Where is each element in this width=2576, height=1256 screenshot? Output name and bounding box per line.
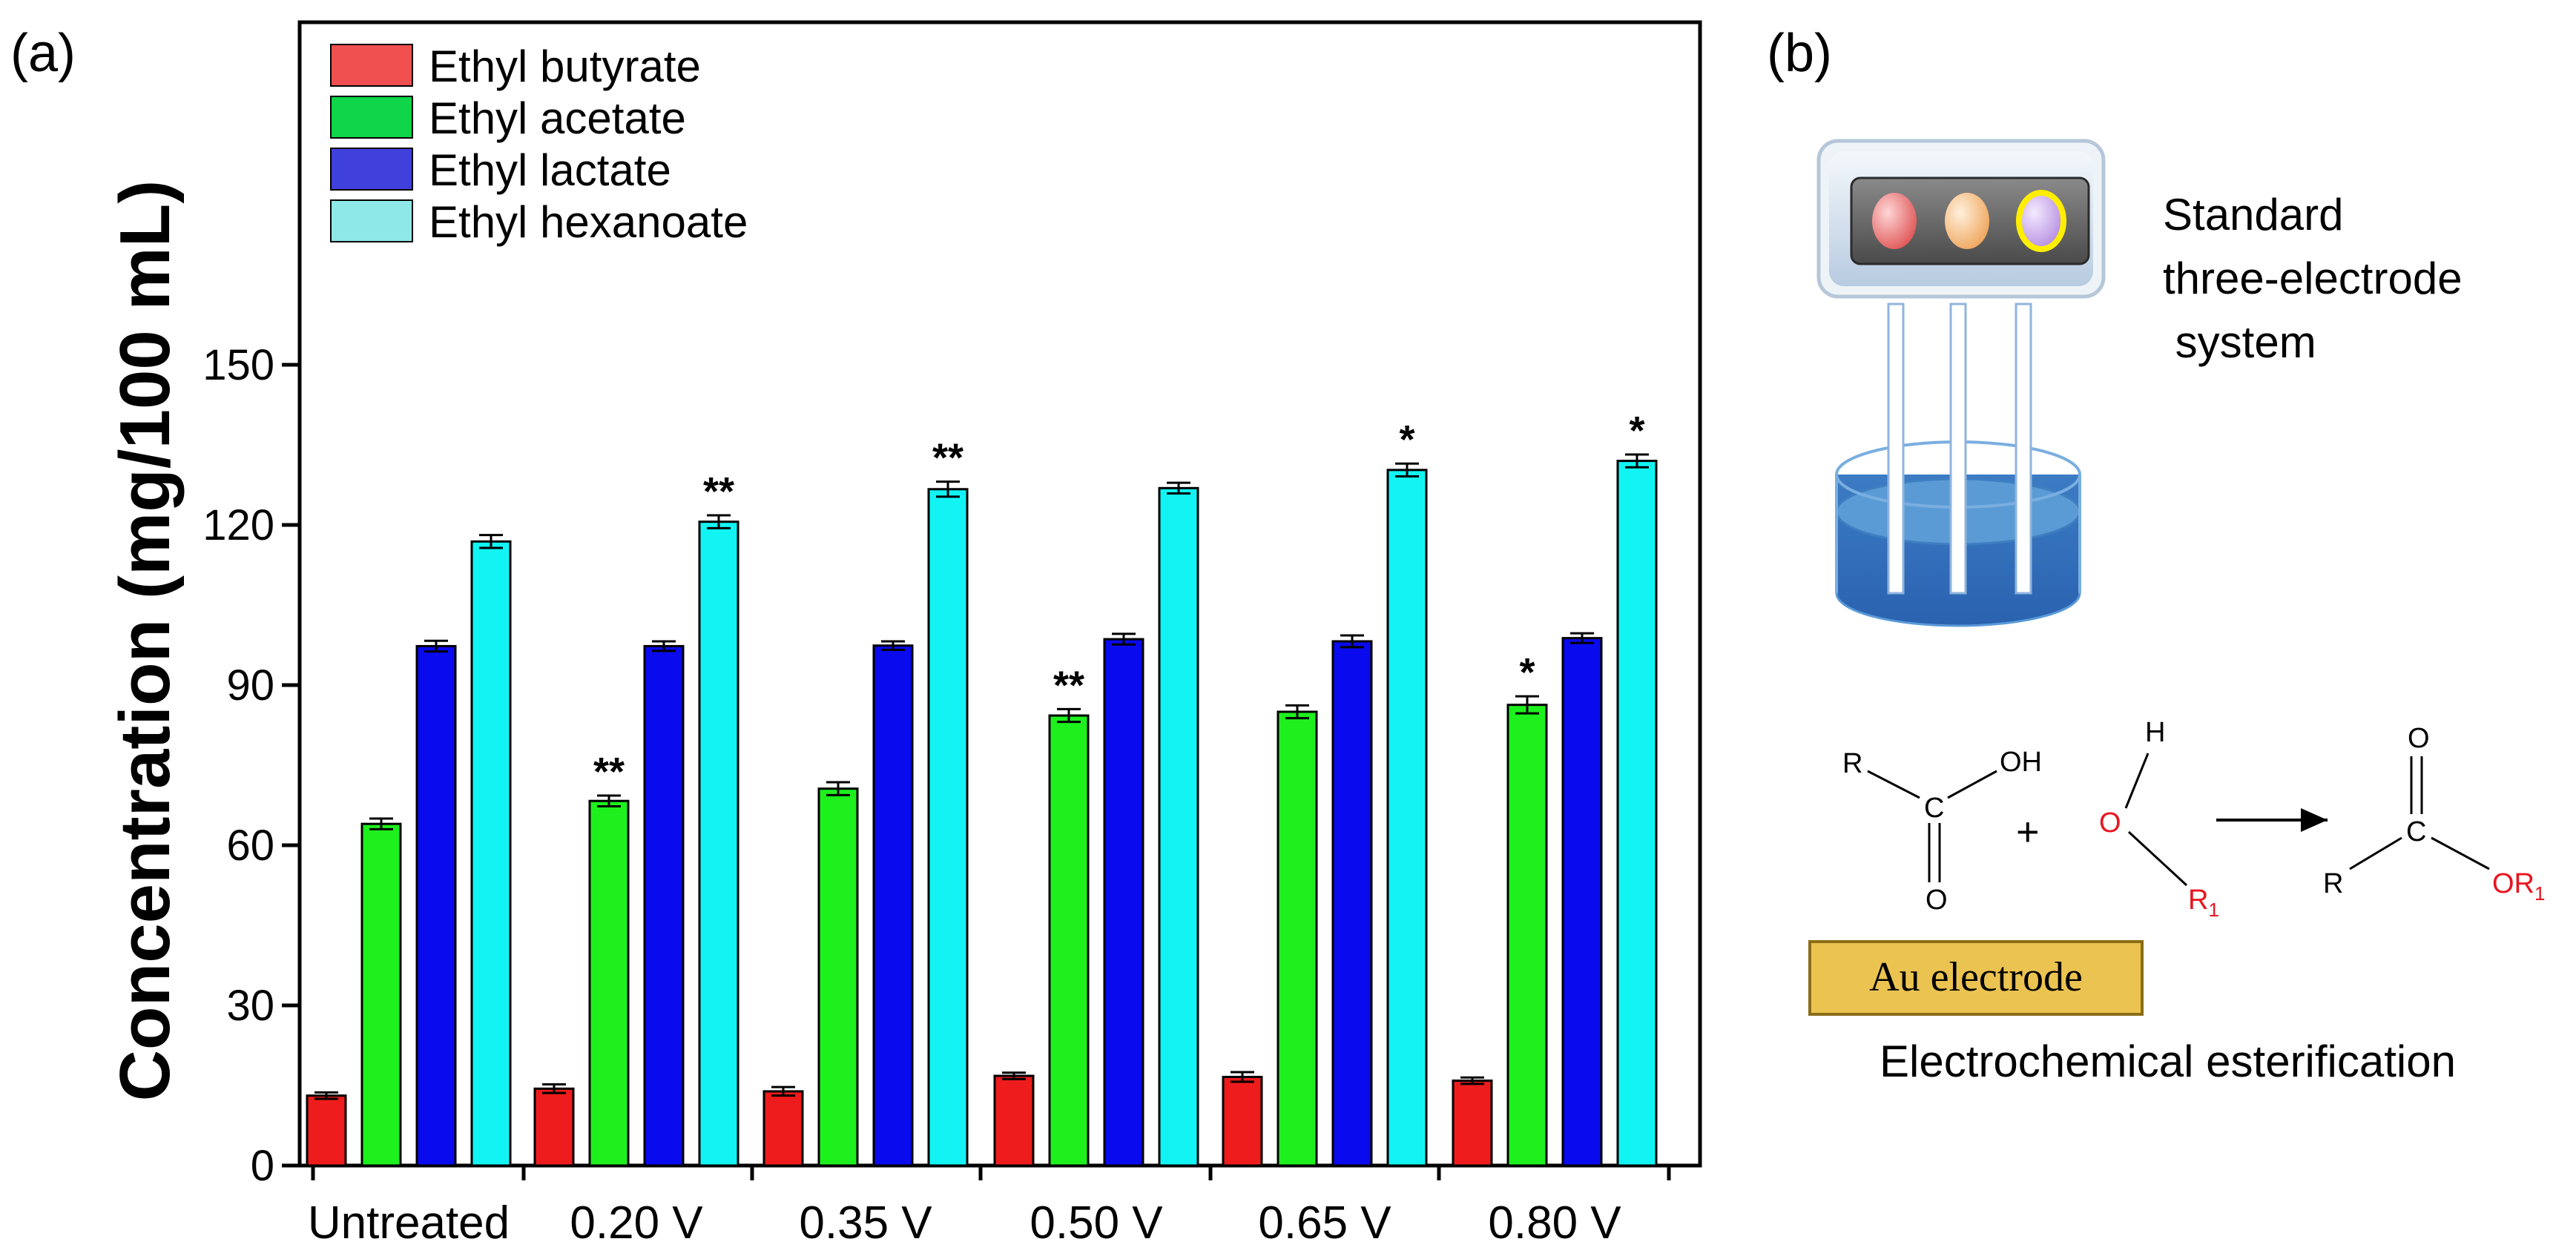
- ester-r-label: R: [2323, 868, 2343, 899]
- significance-mark: **: [932, 436, 963, 480]
- bar: [360, 822, 402, 1167]
- alcohol-o-label: O: [2099, 807, 2121, 839]
- significance-mark: **: [1053, 663, 1084, 707]
- y-tick-label: 0: [251, 1142, 274, 1190]
- x-tick-label: 0.50 V: [1030, 1197, 1163, 1249]
- carboxylic-acid: R OH C O: [1842, 747, 2042, 916]
- alcohol: H O R1: [2099, 717, 2219, 921]
- x-tick-label: 0.65 V: [1258, 1197, 1391, 1249]
- acid-c-label: C: [1924, 793, 1944, 824]
- electrode-ball-orange: [1945, 193, 1989, 249]
- bar: [588, 799, 630, 1167]
- legend-label: Ethyl hexanoate: [429, 197, 748, 247]
- system-caption-line-1: Standard: [2163, 190, 2344, 239]
- y-tick-label: 90: [226, 661, 274, 710]
- system-caption-line-3: system: [2163, 317, 2316, 367]
- au-electrode-box: Au electrode: [1808, 940, 2144, 1016]
- electrode-rods: [1887, 303, 2032, 595]
- ester-c-label: C: [2406, 816, 2426, 847]
- legend-swatch: [330, 96, 413, 139]
- y-tick-label: 120: [202, 501, 274, 549]
- legend-swatch: [330, 44, 413, 87]
- y-axis-label: Concentration (mg/100 mL): [105, 180, 185, 1102]
- significance-mark: *: [1399, 417, 1414, 462]
- x-tick-label: 0.35 V: [799, 1197, 932, 1249]
- reaction-caption: Electrochemical esterification: [1880, 1037, 2456, 1086]
- bar: [1222, 1075, 1263, 1167]
- acid-r-label: R: [1842, 748, 1862, 779]
- y-tick-label: 30: [226, 982, 274, 1030]
- acid-oh-label: OH: [2000, 747, 2042, 778]
- bar: [762, 1090, 804, 1167]
- significance-mark: **: [703, 469, 734, 514]
- bar: [927, 488, 969, 1167]
- bar: [698, 520, 739, 1167]
- au-electrode-label: Au electrode: [1869, 954, 2083, 1000]
- alcohol-h-label: H: [2145, 717, 2165, 748]
- bar: [1048, 714, 1090, 1167]
- bar-chart: 0 30 60 90 120 150 Untreated 0.20 V 0.35 V 0.50 …: [105, 20, 1702, 1249]
- significance-mark: **: [593, 750, 625, 794]
- legend-swatch: [330, 148, 413, 191]
- bar: [1103, 638, 1144, 1167]
- y-tick-label: 150: [202, 341, 274, 389]
- electrode-ball-purple: [2016, 190, 2066, 252]
- esterification-scheme: R OH C O + H O R1 O C R OR1: [1842, 717, 2545, 921]
- acid-o-label: O: [1926, 885, 1948, 916]
- bar: [993, 1074, 1035, 1167]
- bar: [415, 644, 457, 1167]
- alcohol-r1-label: R1: [2188, 885, 2219, 921]
- significance-mark: *: [1519, 650, 1535, 695]
- legend-label: Ethyl acetate: [429, 93, 686, 143]
- bar: [1331, 640, 1373, 1167]
- ester: O C R OR1: [2323, 723, 2545, 905]
- y-tick-label: 60: [226, 822, 274, 870]
- bar: [1561, 637, 1603, 1167]
- bar: [1506, 704, 1548, 1167]
- bar: [306, 1094, 347, 1167]
- potentiostat-box: [1816, 139, 2106, 299]
- x-axis-ticks: Untreated 0.20 V 0.35 V 0.50 V 0.65 V 0.80 V: [308, 1166, 1671, 1249]
- ester-or1-label: OR1: [2492, 868, 2545, 905]
- bar: [1386, 469, 1428, 1167]
- y-axis-ticks: 0 30 60 90 120 150: [202, 341, 300, 1190]
- bar: [470, 540, 512, 1167]
- three-electrode-illustration: Standard three-electrode system: [1816, 139, 2474, 627]
- panel-a-label: (a): [10, 24, 76, 83]
- legend-label: Ethyl lactate: [429, 145, 671, 195]
- x-tick-label: 0.80 V: [1488, 1197, 1621, 1249]
- bar-series: ***********: [306, 409, 1658, 1167]
- bar: [1158, 486, 1199, 1167]
- panel-b-label: (b): [1767, 24, 1832, 83]
- bar: [643, 644, 685, 1167]
- bar: [872, 644, 914, 1167]
- bar: [817, 787, 859, 1167]
- plus-sign: +: [2016, 810, 2040, 854]
- system-caption-line-2: three-electrode: [2163, 254, 2463, 303]
- x-tick-label: 0.20 V: [570, 1197, 703, 1249]
- x-tick-label: Untreated: [308, 1197, 510, 1249]
- system-caption: Standard three-electrode system: [2163, 190, 2474, 367]
- significance-mark: *: [1629, 409, 1644, 453]
- bar: [1277, 710, 1318, 1167]
- bar: [1616, 460, 1658, 1167]
- bar: [533, 1087, 575, 1167]
- legend-label: Ethyl butyrate: [429, 42, 701, 91]
- bar: [1452, 1080, 1493, 1167]
- electrode-ball-red: [1872, 193, 1917, 249]
- legend-swatch: [330, 199, 413, 242]
- ester-o-label: O: [2408, 723, 2430, 754]
